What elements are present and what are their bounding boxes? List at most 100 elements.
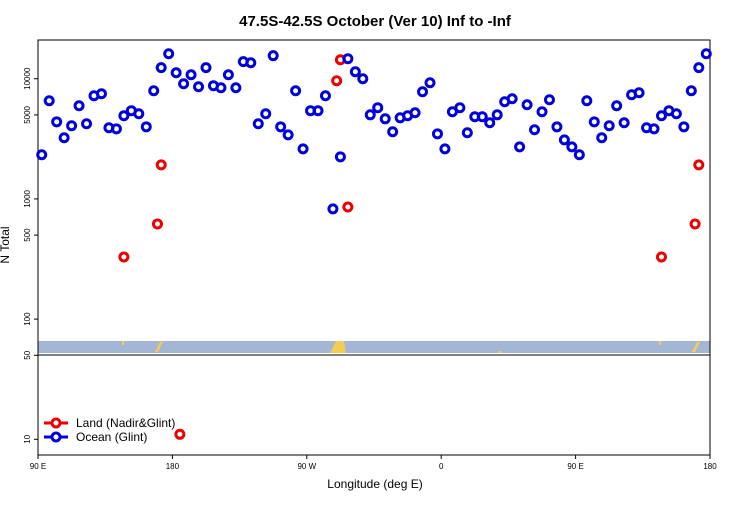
data-point: [327, 203, 339, 215]
data-point: [133, 108, 145, 120]
data-point: [588, 116, 600, 128]
data-point: [529, 124, 541, 136]
y-tick-label: 1000: [23, 189, 32, 207]
data-point: [596, 132, 608, 144]
data-point: [543, 94, 555, 106]
data-point: [693, 62, 705, 74]
data-point: [558, 134, 570, 146]
data-point: [260, 108, 272, 120]
data-point: [521, 99, 533, 111]
data-point: [506, 93, 518, 105]
data-point: [267, 50, 279, 62]
data-point: [43, 95, 55, 107]
data-point: [36, 149, 48, 161]
data-point: [372, 102, 384, 114]
data-point: [655, 110, 667, 122]
data-point: [633, 87, 645, 99]
data-point: [275, 121, 287, 133]
data-point: [689, 218, 701, 230]
y-tick-label: 10000: [23, 67, 32, 90]
data-point: [331, 75, 343, 87]
data-point: [163, 48, 175, 60]
data-point: [603, 120, 615, 132]
data-point: [193, 81, 205, 93]
y-tick-label: 10: [23, 434, 32, 443]
data-point: [81, 118, 93, 130]
x-tick-label: 90 E: [567, 462, 583, 471]
data-point: [357, 73, 369, 85]
data-point: [678, 121, 690, 133]
data-point: [461, 127, 473, 139]
legend-marker: [50, 431, 62, 443]
data-point: [700, 48, 712, 60]
data-point: [670, 108, 682, 120]
land-band-marks: [122, 341, 700, 353]
data-point: [290, 85, 302, 97]
data-point: [178, 78, 190, 90]
data-point: [551, 121, 563, 133]
data-point: [648, 123, 660, 135]
data-point: [297, 143, 309, 155]
data-point: [424, 77, 436, 89]
x-tick-label: 180: [166, 462, 180, 471]
data-point: [110, 123, 122, 135]
data-point: [230, 82, 242, 94]
legend-label: Land (Nadir&Glint): [76, 416, 175, 430]
x-tick-label: 90 W: [297, 462, 316, 471]
data-point: [387, 126, 399, 138]
data-point: [334, 151, 346, 163]
y-tick-label: 5000: [23, 105, 32, 123]
data-point: [215, 82, 227, 94]
x-tick-label: 0: [439, 462, 444, 471]
data-point: [73, 100, 85, 112]
data-point: [566, 141, 578, 153]
data-point: [349, 66, 361, 78]
data-point: [536, 106, 548, 118]
data-point: [66, 120, 78, 132]
data-point: [431, 128, 443, 140]
x-tick-label: 180: [703, 462, 717, 471]
data-point: [454, 102, 466, 114]
data-point: [439, 143, 451, 155]
data-point: [484, 117, 496, 129]
data-point: [655, 251, 667, 263]
legend-marker: [50, 417, 62, 429]
data-point: [364, 109, 376, 121]
y-axis-label: N Total: [0, 226, 12, 263]
data-point: [319, 90, 331, 102]
surface-band: [38, 341, 710, 353]
data-point: [409, 107, 421, 119]
data-point: [151, 218, 163, 230]
data-point: [51, 116, 63, 128]
data-point: [58, 132, 70, 144]
data-point: [245, 57, 257, 69]
data-point: [342, 201, 354, 213]
legend: Land (Nadir&Glint)Ocean (Glint): [44, 416, 175, 444]
data-point: [282, 129, 294, 141]
data-point: [155, 159, 167, 171]
data-point: [491, 109, 503, 121]
data-point: [312, 105, 324, 117]
x-tick-label: 90 E: [30, 462, 46, 471]
data-point: [476, 111, 488, 123]
upper-panel-frame: [37, 39, 711, 356]
data-point: [200, 62, 212, 74]
data-point: [693, 159, 705, 171]
lower-panel-frame: [37, 354, 711, 456]
data-point: [170, 67, 182, 79]
data-point: [379, 113, 391, 125]
data-point: [252, 118, 264, 130]
legend-label: Ocean (Glint): [76, 430, 147, 444]
data-point: [342, 53, 354, 65]
chart-title: 47.5S-42.5S October (Ver 10) Inf to -Inf: [239, 13, 512, 30]
data-point: [185, 69, 197, 81]
data-point: [611, 100, 623, 112]
x-axis-label: Longitude (deg E): [327, 477, 422, 491]
data-point: [618, 117, 630, 129]
data-point: [95, 88, 107, 100]
data-point: [417, 86, 429, 98]
data-point: [573, 149, 585, 161]
data-point: [581, 95, 593, 107]
